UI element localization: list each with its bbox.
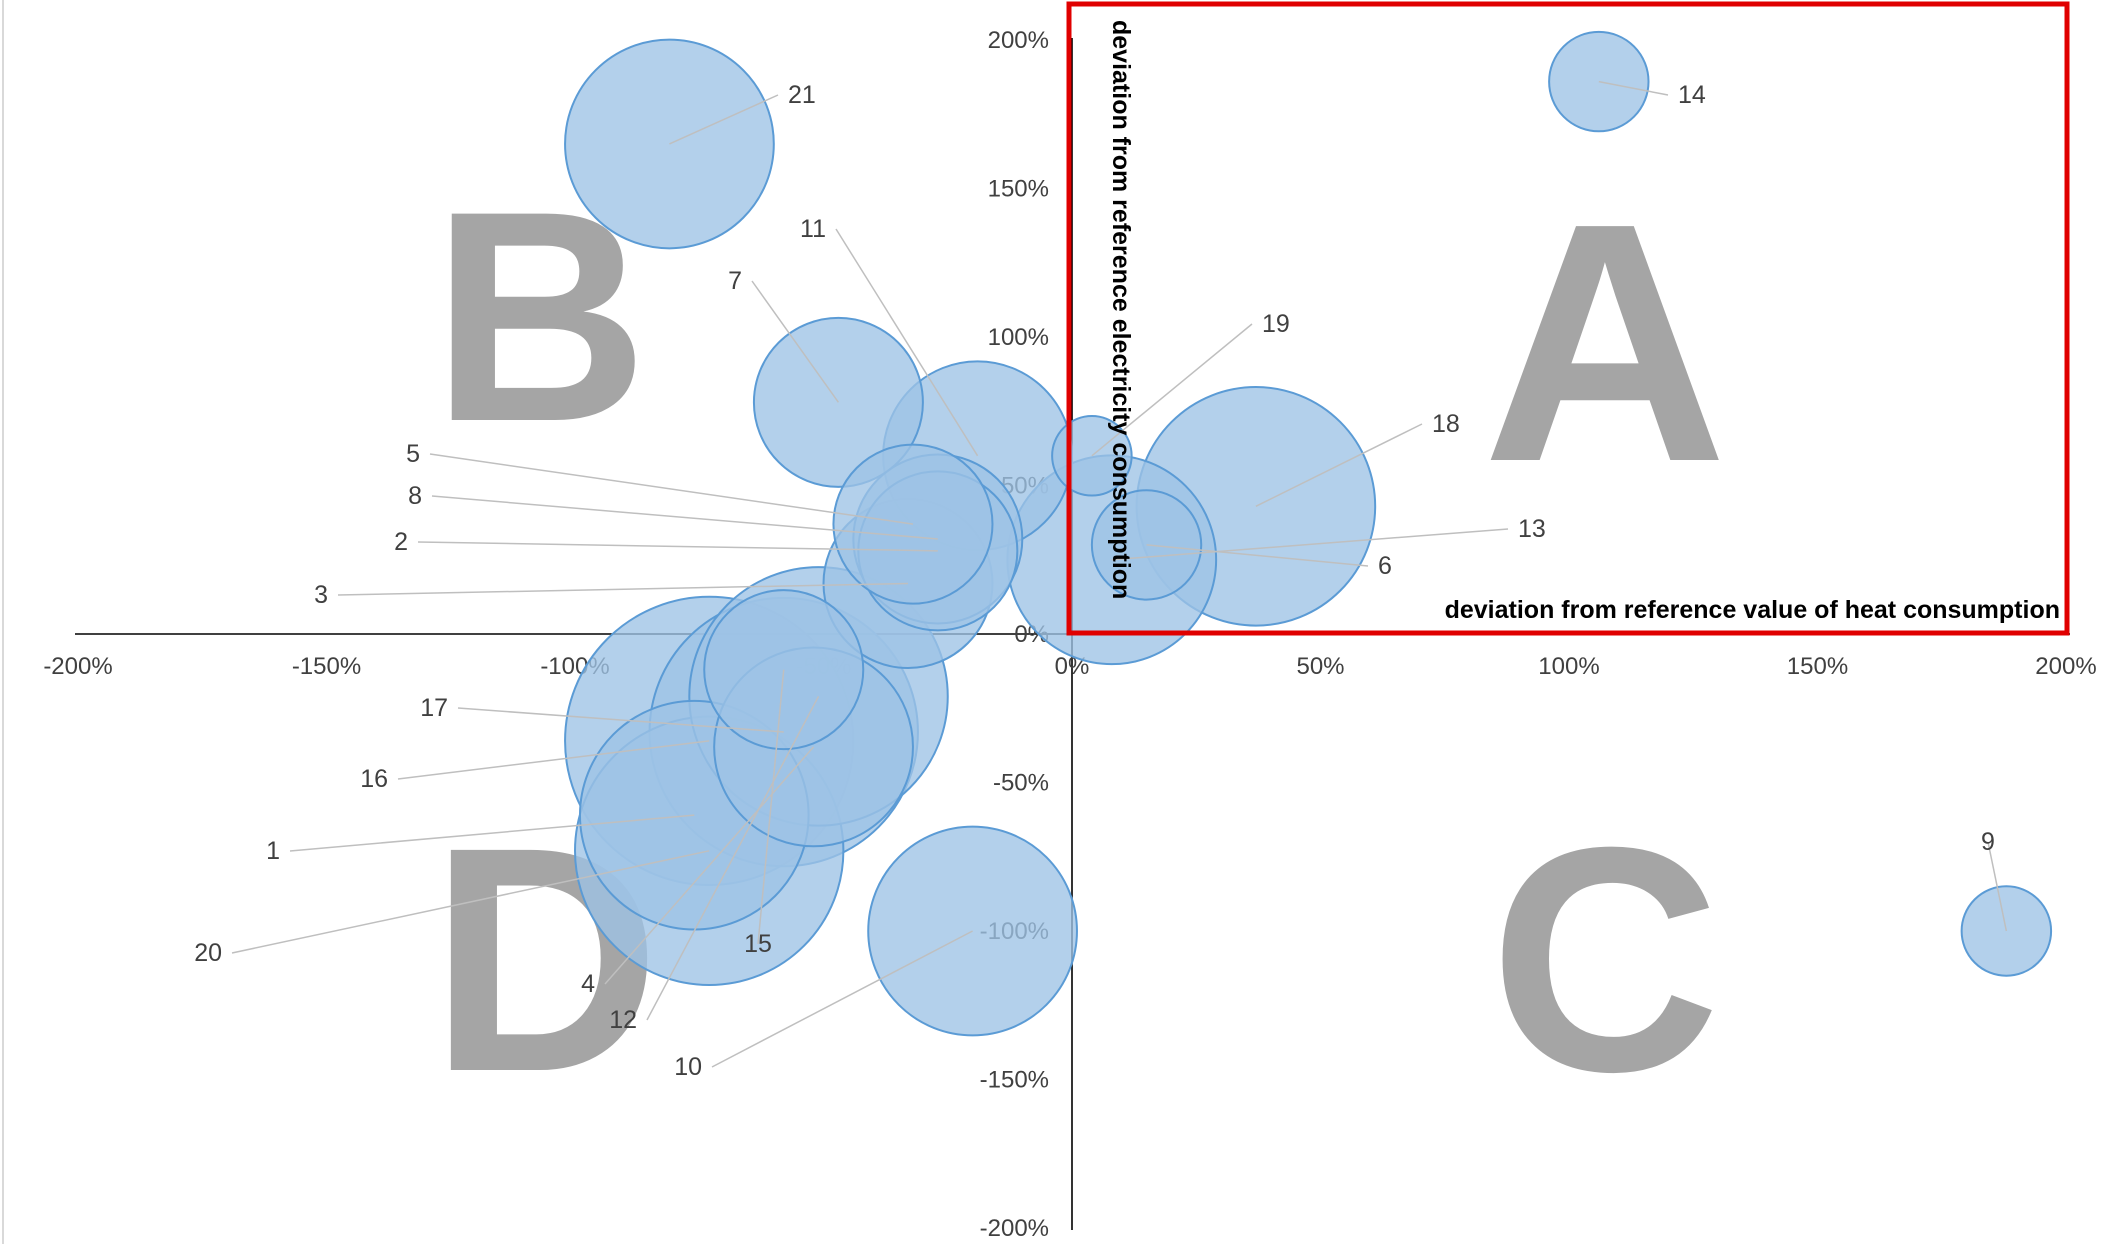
x-tick-label: -200%	[43, 653, 112, 680]
bubble-label-3: 3	[314, 581, 328, 609]
y-axis-title: deviation from reference electricity con…	[1107, 20, 1135, 599]
leader-line-1	[289, 814, 695, 852]
leader-line-4	[604, 746, 815, 985]
leader-line-14	[1598, 80, 1669, 96]
leader-line-16	[397, 740, 710, 780]
y-tick-label: 100%	[988, 324, 1049, 351]
bubble-label-10: 10	[674, 1053, 702, 1081]
leader-line-19	[1091, 323, 1253, 457]
bubble-label-8: 8	[408, 482, 422, 510]
leader-line-10	[711, 930, 973, 1068]
bubble-label-14: 14	[1678, 81, 1706, 109]
leader-line-15	[757, 669, 785, 945]
bubble-9	[1960, 885, 2053, 977]
bubble-label-7: 7	[728, 267, 742, 295]
leader-lines	[231, 80, 2008, 1068]
y-tick-label: -50%	[993, 770, 1049, 797]
leader-line-13	[1111, 528, 1509, 561]
bubble-label-17: 17	[420, 694, 448, 722]
quadrant-a-highlight-box	[1066, 1, 2070, 636]
bubble-label-19: 19	[1262, 310, 1290, 338]
bubble-label-20: 20	[194, 939, 222, 967]
y-tick-label: -150%	[980, 1067, 1049, 1094]
bubble-label-11: 11	[800, 215, 826, 243]
y-tick-label: 200%	[988, 27, 1049, 54]
bubble-label-12: 12	[609, 1006, 637, 1034]
bubble-label-15: 15	[744, 930, 772, 958]
quadrant-letter-a: A	[1482, 153, 1728, 533]
leader-line-21	[669, 94, 779, 145]
bubble-label-13: 13	[1518, 515, 1546, 543]
quadrant-letter-c: C	[1489, 780, 1720, 1138]
leader-line-6	[1146, 544, 1369, 567]
bubble-label-5: 5	[406, 440, 420, 468]
leader-line-20	[231, 850, 710, 954]
bubble-label-4: 4	[581, 970, 595, 998]
y-tick-label: -200%	[980, 1215, 1049, 1242]
bubble-label-2: 2	[394, 528, 408, 556]
leader-line-3	[337, 582, 909, 596]
bubble-label-1: 1	[266, 837, 280, 865]
bubble-21	[564, 38, 775, 250]
bubble-label-6: 6	[1378, 552, 1392, 580]
leader-line-17	[457, 707, 784, 733]
bubble-label-21: 21	[788, 81, 816, 109]
x-tick-label: -150%	[292, 653, 361, 680]
leader-line-12	[646, 696, 820, 1021]
leader-line-7	[751, 280, 840, 403]
x-tick-label: 150%	[1787, 653, 1848, 680]
leader-line-18	[1255, 423, 1423, 507]
leader-line-9	[1987, 841, 2008, 932]
bubble-label-16: 16	[360, 765, 388, 793]
x-tick-label: 200%	[2035, 653, 2096, 680]
x-tick-label: 100%	[1538, 653, 1599, 680]
x-tick-label: 50%	[1296, 653, 1344, 680]
leader-line-8	[431, 495, 938, 540]
bubble-label-9: 9	[1981, 828, 1995, 856]
leader-line-5	[429, 453, 914, 525]
leader-line-2	[417, 541, 938, 552]
leader-line-11	[835, 228, 979, 457]
bubble-label-18: 18	[1432, 410, 1460, 438]
x-axis-title: deviation from reference value of heat c…	[1445, 596, 2060, 624]
y-tick-label: 150%	[988, 176, 1049, 203]
